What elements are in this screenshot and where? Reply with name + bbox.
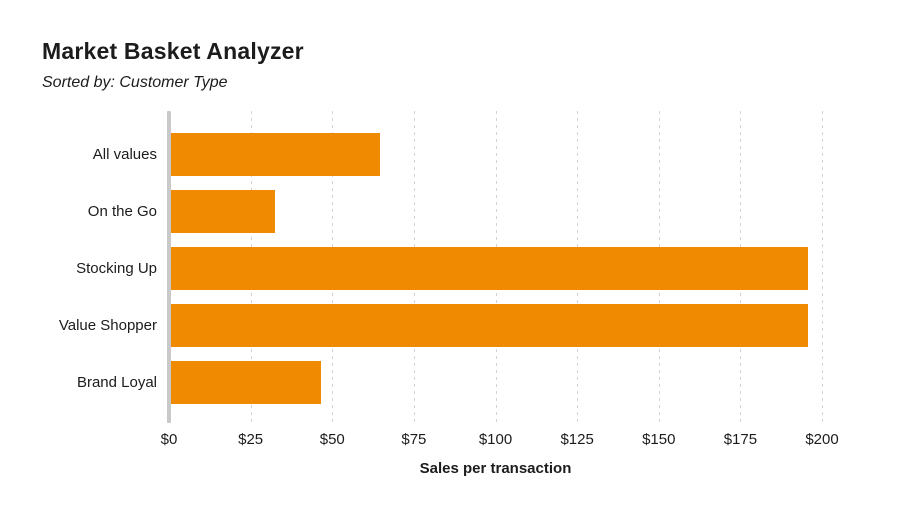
x-tick-label: $175 <box>723 431 758 448</box>
bar-brand-loyal[interactable] <box>171 361 321 404</box>
chart-subtitle: Sorted by: Customer Type <box>42 74 228 91</box>
x-tick-label: $75 <box>401 431 427 448</box>
bar-all-values[interactable] <box>171 133 380 176</box>
chart-title: Market Basket Analyzer <box>42 38 304 64</box>
x-gridline <box>822 111 823 423</box>
x-tick-label: $50 <box>319 431 345 448</box>
bar-stocking-up[interactable] <box>171 247 808 290</box>
category-label: Value Shopper <box>58 317 157 334</box>
x-tick-label: $100 <box>478 431 513 448</box>
y-axis-line <box>167 111 171 423</box>
category-label: Stocking Up <box>76 260 157 277</box>
category-label: On the Go <box>87 203 157 220</box>
x-axis-title: Sales per transaction <box>419 460 572 477</box>
category-label: Brand Loyal <box>76 374 157 391</box>
x-tick-label: $150 <box>642 431 676 448</box>
category-label: All values <box>92 146 157 163</box>
x-tick-label: $25 <box>238 431 264 448</box>
bar-on-the-go[interactable] <box>171 190 275 233</box>
bar-value-shopper[interactable] <box>171 304 808 347</box>
x-tick-label: $125 <box>560 431 594 448</box>
x-tick-label: $200 <box>805 431 839 448</box>
x-tick-label: $0 <box>160 431 178 448</box>
